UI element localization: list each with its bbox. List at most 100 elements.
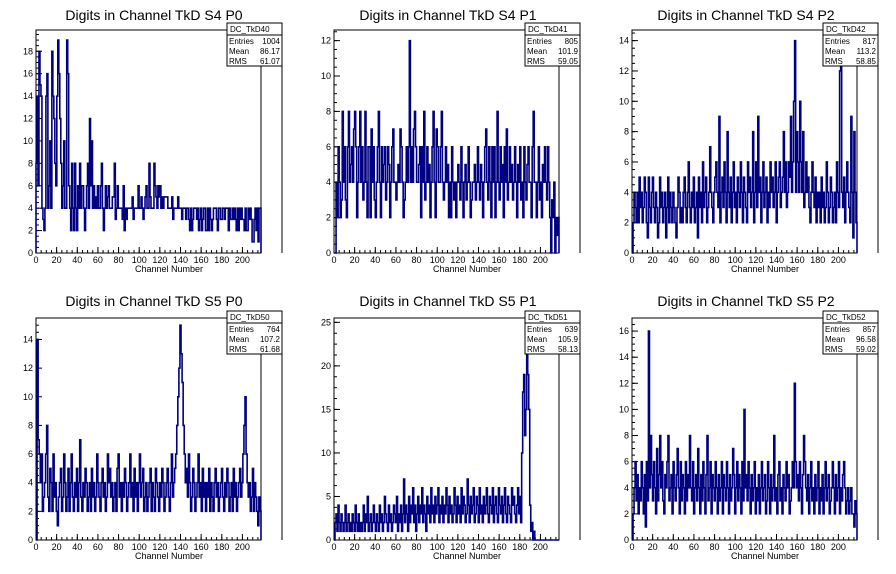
x-tick-label: 200 [533,255,548,265]
y-tick-label: 4 [624,483,629,493]
stats-label-rms: RMS [527,57,545,66]
stats-value-mean: 105.9 [558,335,579,344]
x-tick-label: 20 [52,255,62,265]
stats-name: DC_TkD42 [826,25,866,34]
plot-frame [333,29,560,254]
x-tick-label: 60 [93,255,103,265]
stats-value-entries: 764 [267,325,281,334]
y-tick-label: 14 [23,91,33,101]
y-tick-label: 6 [624,157,629,167]
plot-frame [35,29,262,254]
stats-label-entries: Entries [825,325,850,334]
y-tick-label: 8 [624,431,629,441]
stats-label-entries: Entries [229,325,254,334]
chart-pad-5: Digits in Channel TkD S5 P2 0 2 4 6 8 10 12 14 16… [619,293,879,561]
x-tick-label: 0 [331,542,336,552]
x-tick-label: 120 [152,255,167,265]
y-tick-label: 14 [619,36,629,46]
x-tick-label: 140 [173,255,188,265]
x-axis-label: Channel Number [135,551,203,561]
chart-title: Digits in Channel TkD S4 P0 [65,7,242,23]
y-tick-label: 0 [28,535,33,545]
y-tick-label: 0 [624,535,629,545]
x-tick-label: 200 [831,255,846,265]
y-tick-label: 10 [619,96,629,106]
stats-value-rms: 59.02 [856,345,877,354]
stats-value-rms: 61.07 [260,57,281,66]
x-tick-label: 20 [52,542,62,552]
chart-pad-4: Digits in Channel TkD S5 P1 0 5 10 15 20 25 0 20… [321,293,581,561]
y-tick-label: 20 [321,361,331,371]
stats-label-rms: RMS [229,57,247,66]
stats-box [822,22,879,67]
chart-title: Digits in Channel TkD S5 P0 [65,293,242,309]
stats-label-mean: Mean [527,47,547,56]
x-tick-label: 80 [114,542,124,552]
chart-title: Digits in Channel TkD S5 P1 [359,293,536,309]
y-tick-label: 15 [321,404,331,414]
y-tick-label: 12 [321,36,331,46]
histogram-series [334,347,559,541]
stats-label-mean: Mean [825,335,845,344]
y-tick-label: 0 [326,535,331,545]
stats-label-entries: Entries [825,37,850,46]
plot-frame [631,29,858,254]
x-tick-label: 100 [132,255,147,265]
x-tick-label: 0 [33,255,38,265]
chart-title: Digits in Channel TkD S4 P1 [359,7,536,23]
y-tick-label: 0 [326,248,331,258]
stats-box [524,22,581,67]
stats-box [226,22,283,67]
x-tick-label: 80 [114,255,124,265]
x-tick-label: 160 [790,542,805,552]
histogram-series [334,39,560,254]
stats-label-rms: RMS [825,345,843,354]
x-tick-label: 0 [33,542,38,552]
x-tick-label: 160 [194,542,209,552]
y-tick-label: 10 [23,392,33,402]
y-tick-label: 4 [28,203,33,213]
chart-pad-0: Digits in Channel TkD S4 P0 0 2 4 6 8 10 12 14 16… [23,7,283,274]
y-tick-label: 5 [326,491,331,501]
x-tick-label: 60 [93,542,103,552]
x-tick-label: 40 [72,542,82,552]
x-tick-label: 60 [391,542,401,552]
stats-label-rms: RMS [825,57,843,66]
stats-label-entries: Entries [229,37,254,46]
x-tick-label: 120 [450,255,465,265]
x-tick-label: 0 [331,255,336,265]
x-tick-label: 80 [412,542,422,552]
x-tick-label: 140 [769,255,784,265]
stats-box [226,310,283,355]
y-tick-label: 8 [28,420,33,430]
y-tick-label: 14 [23,334,33,344]
chart-title: Digits in Channel TkD S5 P2 [657,293,834,309]
x-tick-label: 140 [471,255,486,265]
x-tick-label: 60 [391,255,401,265]
stats-value-mean: 107.2 [260,335,281,344]
stats-value-rms: 59.05 [558,57,579,66]
plot-frame [35,317,262,541]
stats-value-mean: 101.9 [558,47,579,56]
y-tick-label: 0 [624,248,629,258]
stats-label-mean: Mean [229,335,249,344]
stats-label-mean: Mean [527,335,547,344]
histogram-series [36,324,262,541]
y-tick-label: 4 [326,177,331,187]
x-tick-label: 200 [235,255,250,265]
stats-value-entries: 639 [565,325,579,334]
x-tick-label: 160 [194,255,209,265]
x-tick-label: 40 [370,542,380,552]
y-tick-label: 10 [23,136,33,146]
x-tick-label: 100 [728,542,743,552]
y-tick-label: 16 [619,326,629,336]
x-axis-label: Channel Number [731,551,799,561]
y-tick-label: 6 [28,181,33,191]
x-axis-label: Channel Number [433,551,501,561]
x-tick-label: 120 [748,542,763,552]
x-tick-label: 100 [430,255,445,265]
stats-name: DC_TkD50 [230,313,270,322]
